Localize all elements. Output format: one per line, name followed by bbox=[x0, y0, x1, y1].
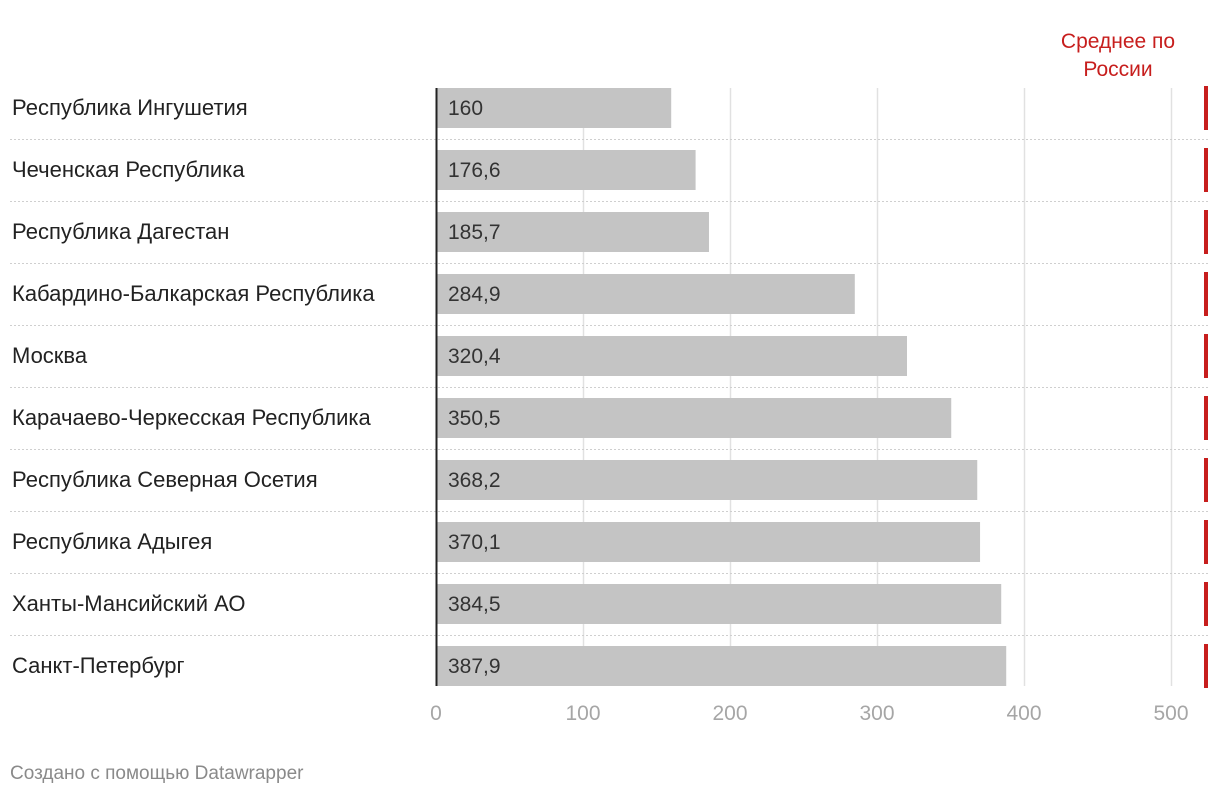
bar[interactable] bbox=[436, 274, 855, 314]
footer-credit[interactable]: Создано с помощью Datawrapper bbox=[10, 763, 304, 784]
category-label: Кабардино-Балкарская Республика bbox=[12, 281, 375, 306]
bar[interactable] bbox=[436, 584, 1002, 624]
value-label: 176,6 bbox=[448, 159, 501, 182]
bar[interactable] bbox=[436, 336, 907, 376]
bar[interactable] bbox=[436, 212, 709, 252]
reference-line-segment bbox=[1204, 644, 1208, 688]
category-label: Санкт-Петербург bbox=[12, 653, 185, 678]
x-tick-label: 0 bbox=[430, 702, 442, 725]
category-label: Республика Ингушетия bbox=[12, 95, 248, 120]
value-label: 185,7 bbox=[448, 221, 501, 244]
category-label: Республика Северная Осетия bbox=[12, 467, 318, 492]
category-label: Москва bbox=[12, 343, 88, 368]
bar[interactable] bbox=[436, 646, 1007, 686]
reference-line-segment bbox=[1204, 210, 1208, 254]
x-tick-label: 400 bbox=[1006, 702, 1041, 725]
bar[interactable] bbox=[436, 522, 981, 562]
x-tick-label: 300 bbox=[859, 702, 894, 725]
reference-line-segment bbox=[1204, 86, 1208, 130]
reference-line-label: России bbox=[1083, 58, 1152, 81]
x-tick-label: 500 bbox=[1153, 702, 1188, 725]
value-label: 387,9 bbox=[448, 655, 501, 678]
value-label: 160 bbox=[448, 97, 483, 120]
value-label: 370,1 bbox=[448, 531, 501, 554]
category-label: Ханты-Мансийский АО bbox=[12, 591, 245, 616]
category-label: Карачаево-Черкесская Республика bbox=[12, 405, 372, 430]
value-label: 384,5 bbox=[448, 593, 501, 616]
reference-line-segment bbox=[1204, 396, 1208, 440]
bar[interactable] bbox=[436, 398, 952, 438]
bar[interactable] bbox=[436, 460, 978, 500]
category-label: Республика Адыгея bbox=[12, 529, 212, 554]
x-tick-label: 100 bbox=[565, 702, 600, 725]
category-label: Республика Дагестан bbox=[12, 219, 229, 244]
value-label: 284,9 bbox=[448, 283, 501, 306]
reference-line-segment bbox=[1204, 582, 1208, 626]
reference-line-segment bbox=[1204, 520, 1208, 564]
bar[interactable] bbox=[436, 88, 672, 128]
reference-line-segment bbox=[1204, 272, 1208, 316]
value-label: 350,5 bbox=[448, 407, 501, 430]
value-label: 320,4 bbox=[448, 345, 501, 368]
bar[interactable] bbox=[436, 150, 696, 190]
x-tick-label: 200 bbox=[712, 702, 747, 725]
value-label: 368,2 bbox=[448, 469, 501, 492]
reference-line-segment bbox=[1204, 458, 1208, 502]
reference-line-segment bbox=[1204, 148, 1208, 192]
category-label: Чеченская Республика bbox=[12, 157, 245, 182]
reference-line-segment bbox=[1204, 334, 1208, 378]
reference-line-label: Среднее по bbox=[1061, 30, 1175, 53]
